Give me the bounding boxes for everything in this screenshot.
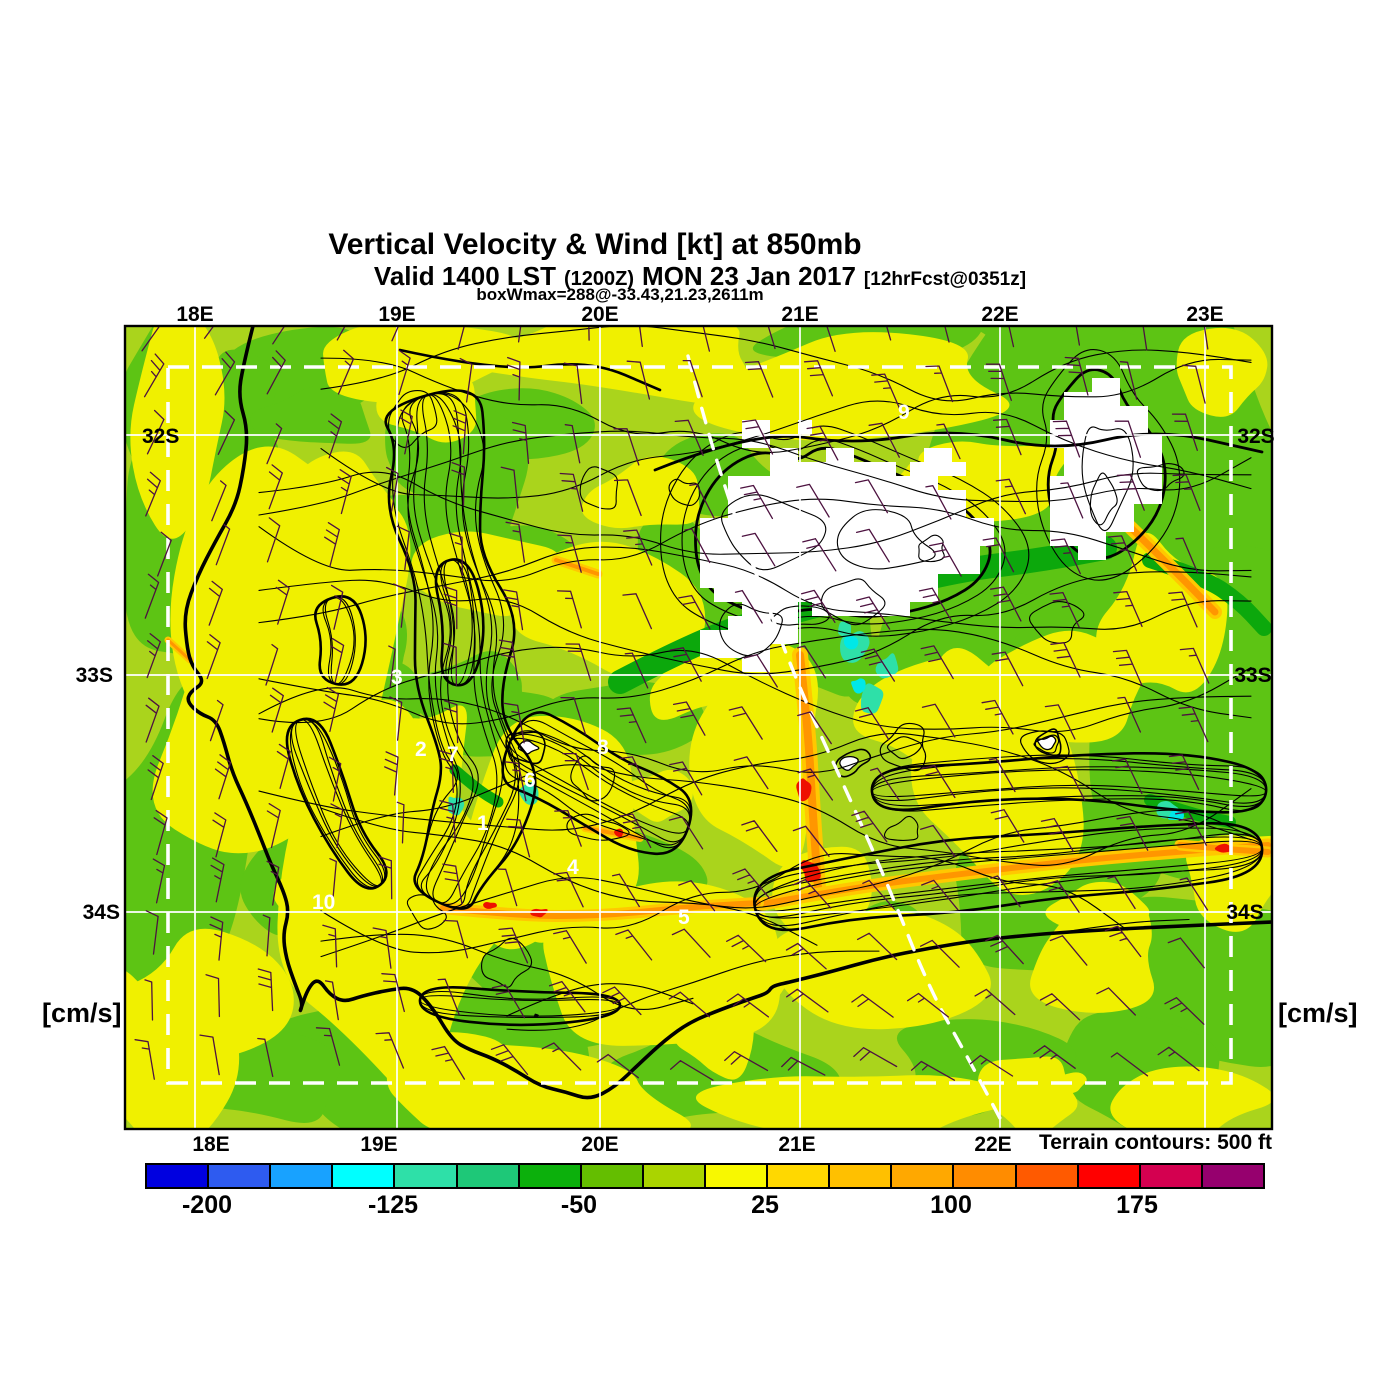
axis-tick-label: 33S xyxy=(1234,664,1271,687)
colorbar-cell xyxy=(643,1165,706,1187)
colorbar-cell xyxy=(1078,1165,1141,1187)
colorbar-cell xyxy=(1016,1165,1079,1187)
colorbar-cell xyxy=(147,1165,210,1187)
colorbar-cell xyxy=(209,1165,272,1187)
contour-value-label: 5 xyxy=(678,906,690,929)
colorbar-cell xyxy=(830,1165,893,1187)
contour-value-label: 7 xyxy=(447,743,459,766)
colorbar-cell xyxy=(705,1165,769,1187)
colorbar: -200 -125 -50 25 100 175 xyxy=(145,1163,1265,1219)
axis-tick-label: 33S xyxy=(76,664,113,687)
axis-tick-label: 23E xyxy=(1186,303,1223,326)
axis-tick-label: 19E xyxy=(378,303,415,326)
map-art: 9 3 2 7 8 6 1 4 10 5 xyxy=(125,326,1272,1129)
colorbar-cell xyxy=(581,1165,644,1187)
terrain-contour-note: Terrain contours: 500 ft xyxy=(1039,1131,1272,1154)
units-label-right: [cm/s] xyxy=(1278,998,1358,1028)
colorbar-cell xyxy=(954,1165,1017,1187)
domain-box xyxy=(166,365,1233,1085)
colorbar-cell xyxy=(1140,1165,1203,1187)
contour-value-label: 2 xyxy=(415,738,427,761)
axis-tick-label: 22E xyxy=(981,303,1018,326)
colorbar-cell xyxy=(333,1165,396,1187)
wmax-annotation: boxWmax=288@-33.43,21.23,2611m xyxy=(476,285,764,304)
axis-tick-label: 18E xyxy=(176,303,213,326)
valid-time-line: Valid 1400 LST (1200Z) MON 23 Jan 2017 [… xyxy=(374,261,1026,292)
contour-value-labels: 9 3 2 7 8 6 1 4 10 5 xyxy=(312,401,910,929)
map-frame xyxy=(123,324,1274,1131)
page-title: Vertical Velocity & Wind [kt] at 850mb xyxy=(328,228,862,261)
valid-zulu: (1200Z) xyxy=(564,268,635,290)
axis-labels: 18E 19E 20E 21E 22E 23E 18E 19E 20E 21E 22E 32S 33S 3… xyxy=(76,303,1275,1156)
axis-tick-label: 20E xyxy=(581,1133,618,1156)
graticule xyxy=(125,326,1272,1129)
contour-value-label: 1 xyxy=(477,812,489,835)
colorbar-tick-label: 100 xyxy=(930,1191,972,1219)
colorbar-cell xyxy=(1202,1165,1263,1187)
colorbar-tick-label: 25 xyxy=(751,1191,779,1219)
colorbar-tick-label: -50 xyxy=(560,1191,598,1219)
contour-value-label: 9 xyxy=(898,401,910,424)
colorbar-tick-label: -200 xyxy=(181,1191,233,1219)
colorbar-cell xyxy=(395,1165,458,1187)
contour-value-label: 6 xyxy=(524,769,536,792)
colorbar-cell xyxy=(519,1165,582,1187)
axis-tick-label: 19E xyxy=(360,1133,397,1156)
contour-value-label: 3 xyxy=(391,666,403,689)
axis-tick-label: 21E xyxy=(781,303,818,326)
colorbar-cell xyxy=(892,1165,955,1187)
axis-tick-label: 34S xyxy=(83,901,120,924)
colorbar-cell xyxy=(271,1165,334,1187)
axis-tick-label: 34S xyxy=(1226,901,1263,924)
colorbar-tick-label: 175 xyxy=(1116,1191,1158,1219)
contour-value-label: 10 xyxy=(312,891,335,914)
contour-value-label: 8 xyxy=(597,736,609,759)
valid-prefix: Valid 1400 LST xyxy=(373,261,557,291)
wind-barbs xyxy=(134,326,1210,1081)
axis-tick-label: 22E xyxy=(974,1133,1011,1156)
cross-section-line xyxy=(686,354,1004,1124)
colorbar-cells xyxy=(145,1163,1265,1189)
axis-tick-label: 18E xyxy=(192,1133,229,1156)
valid-date: MON 23 Jan 2017 xyxy=(642,261,856,291)
colorbar-tick-label: -125 xyxy=(367,1191,419,1219)
units-label-left: [cm/s] xyxy=(42,998,122,1028)
axis-tick-label: 21E xyxy=(778,1133,815,1156)
axis-tick-label: 32S xyxy=(142,425,179,448)
colorbar-cell xyxy=(768,1165,831,1187)
contour-value-label: 4 xyxy=(567,856,579,879)
colorbar-cell xyxy=(457,1165,520,1187)
axis-tick-label: 20E xyxy=(581,303,618,326)
axis-tick-label: 32S xyxy=(1237,425,1274,448)
forecast-tag: [12hrFcst@0351z] xyxy=(863,269,1027,290)
